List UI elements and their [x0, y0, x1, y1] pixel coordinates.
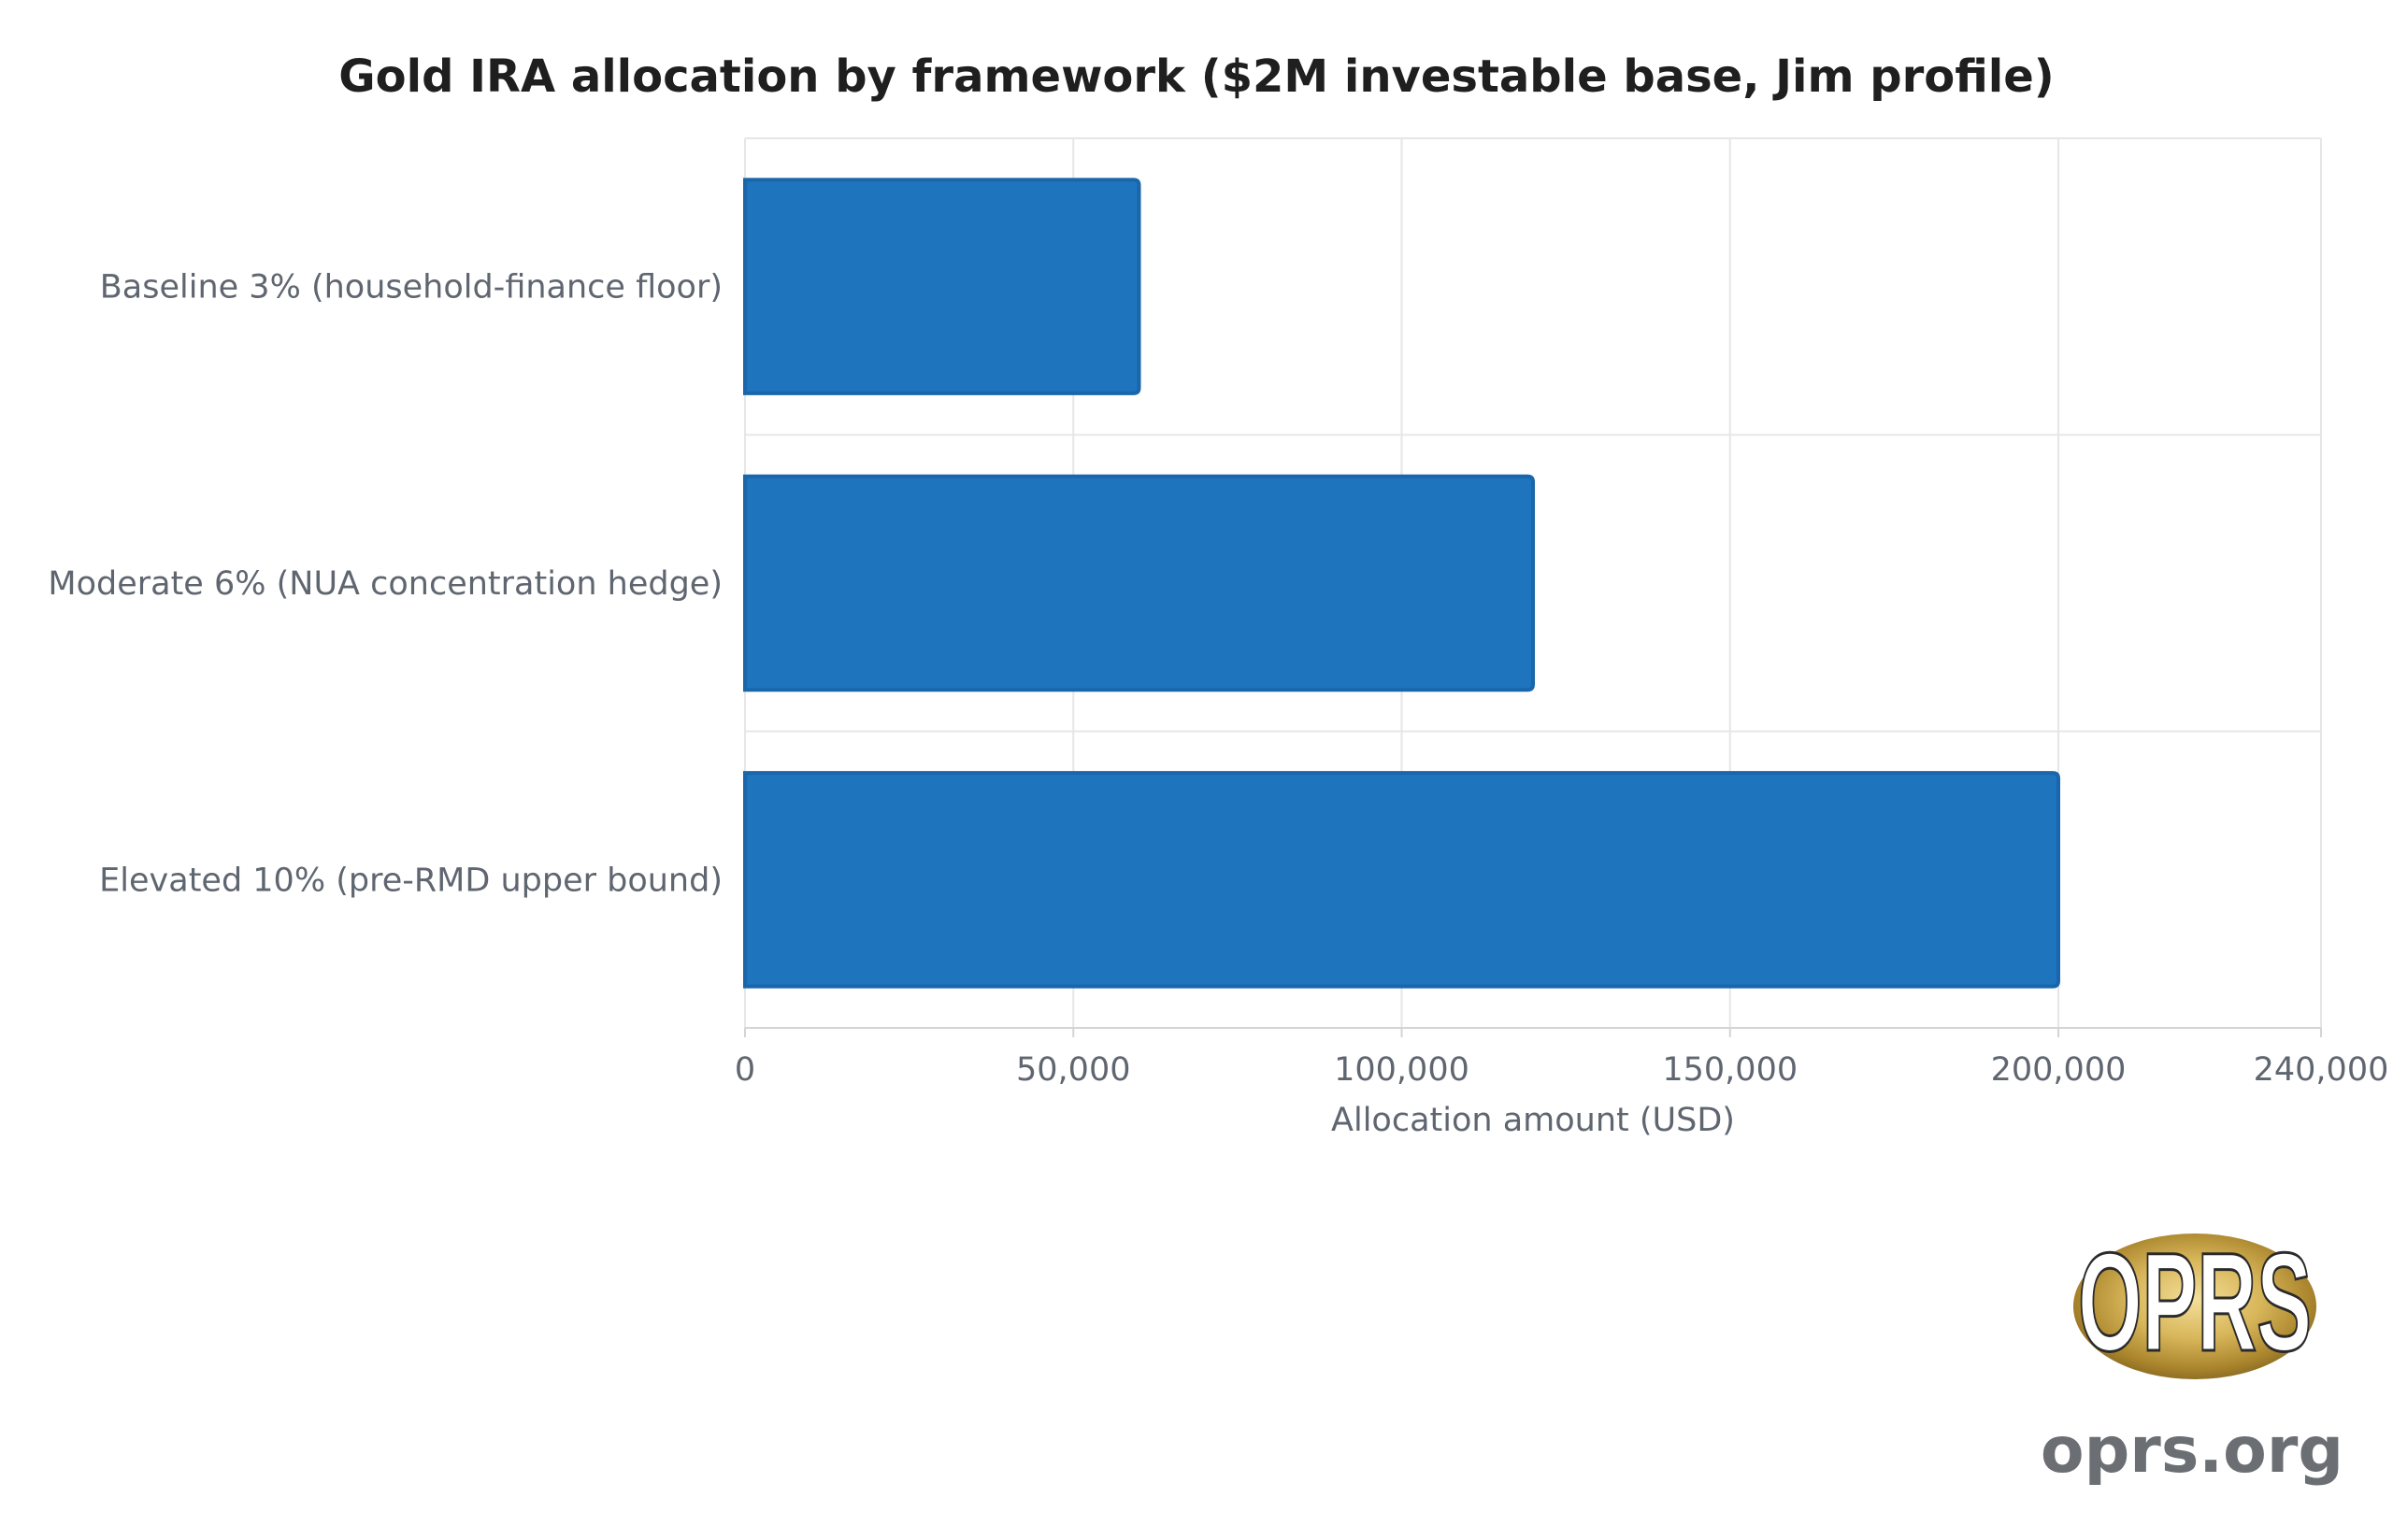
x-axis-title: Allocation amount (USD)	[1331, 1102, 1735, 1139]
bar	[743, 178, 1141, 395]
gold-coin-icon	[2073, 1233, 2316, 1379]
category-label: Elevated 10% (pre-RMD upper bound)	[99, 862, 723, 899]
chart-title: Gold IRA allocation by framework ($2M in…	[338, 50, 2055, 103]
bar	[743, 771, 2060, 989]
x-tick-label: 50,000	[1016, 1051, 1130, 1089]
category-labels: Baseline 3% (household-finance floor) Mod…	[48, 269, 723, 900]
oprs-logo: OPRS	[2073, 1222, 2316, 1382]
x-tick-label: 100,000	[1334, 1051, 1469, 1089]
bar	[743, 474, 1535, 692]
logo-text: OPRS	[2078, 1223, 2312, 1380]
bars	[743, 178, 2060, 989]
category-label: Moderate 6% (NUA concentration hedge)	[48, 565, 723, 603]
x-tick-labels: 0 50,000 100,000 150,000 200,000 240,000	[735, 1051, 2389, 1089]
site-url: oprs.org	[2041, 1414, 2343, 1488]
x-tick-label: 150,000	[1662, 1051, 1798, 1089]
x-tick-label: 240,000	[2254, 1051, 2389, 1089]
category-label: Baseline 3% (household-finance floor)	[100, 269, 723, 307]
x-tick-label: 200,000	[1991, 1051, 2127, 1089]
x-tick-label: 0	[735, 1051, 755, 1089]
